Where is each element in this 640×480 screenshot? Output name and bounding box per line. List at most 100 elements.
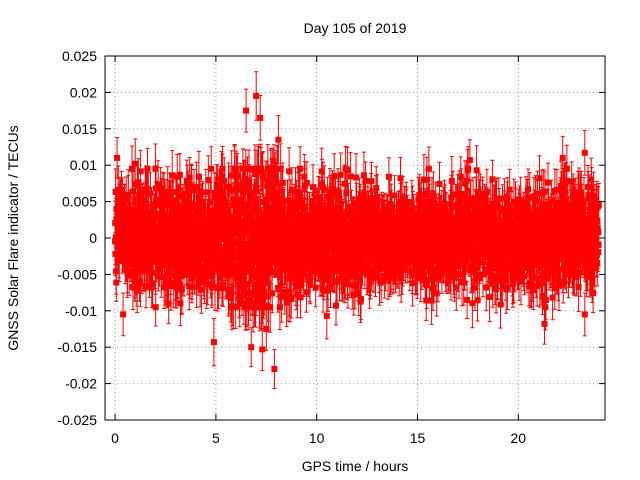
data-point [352, 282, 358, 289]
data-point [259, 346, 266, 353]
data-point [248, 344, 255, 351]
data-point [514, 262, 521, 269]
data-point [284, 226, 291, 233]
data-point [159, 246, 166, 253]
data-point [128, 248, 134, 255]
data-point [114, 249, 121, 255]
data-point [270, 165, 277, 172]
data-point [174, 211, 181, 218]
data-point [504, 211, 511, 217]
data-point [333, 302, 339, 309]
data-point [271, 253, 278, 260]
data-point [150, 231, 157, 238]
data-point [123, 259, 130, 265]
data-point [415, 196, 422, 203]
data-point [595, 249, 602, 256]
data-point [148, 284, 155, 291]
data-point [469, 300, 476, 307]
data-point [168, 272, 174, 279]
data-point [232, 268, 239, 275]
data-point [442, 206, 449, 213]
data-point [476, 259, 483, 266]
data-point [353, 174, 359, 181]
data-point [471, 261, 478, 268]
data-point [379, 249, 386, 256]
data-point [357, 256, 364, 263]
data-point [347, 173, 354, 180]
data-point [210, 252, 217, 259]
data-point [361, 251, 368, 258]
data-point [540, 213, 547, 220]
data-point [143, 221, 150, 228]
data-point [412, 261, 419, 268]
data-point [458, 190, 465, 197]
data-point [296, 189, 303, 196]
data-point [141, 267, 148, 273]
data-point [463, 177, 470, 184]
data-point [327, 245, 334, 252]
data-point [391, 192, 398, 199]
data-point [588, 184, 595, 191]
data-point [515, 236, 522, 243]
data-point [366, 280, 373, 287]
data-point [486, 214, 493, 221]
data-point [318, 249, 325, 256]
data-point [290, 276, 297, 283]
data-point [470, 195, 477, 202]
data-point [594, 224, 601, 231]
data-point [324, 193, 331, 200]
data-point [132, 275, 139, 282]
data-point [221, 177, 228, 184]
data-point [241, 258, 248, 265]
data-point [267, 304, 274, 311]
data-point [186, 174, 193, 181]
data-point [563, 165, 570, 172]
data-point [243, 261, 250, 268]
data-point [440, 248, 447, 255]
data-point [116, 257, 123, 264]
data-point [118, 235, 125, 242]
data-point [349, 258, 356, 265]
data-point [232, 237, 239, 244]
data-point [315, 237, 321, 244]
data-point [583, 245, 590, 252]
data-point [294, 277, 301, 284]
data-point [425, 199, 432, 206]
data-point [542, 201, 548, 208]
data-point [251, 197, 257, 204]
data-point [345, 203, 352, 210]
data-point [277, 267, 284, 274]
data-point [237, 228, 244, 234]
data-point [184, 237, 191, 244]
data-point [218, 252, 225, 259]
data-point [324, 263, 331, 270]
data-point [184, 267, 191, 274]
data-point [350, 291, 357, 298]
data-point [541, 237, 548, 244]
data-point [169, 202, 176, 209]
data-point [376, 266, 383, 273]
data-point [262, 176, 269, 183]
data-point [453, 284, 460, 291]
data-point [464, 187, 471, 194]
data-point [436, 180, 443, 187]
data-point [472, 255, 479, 262]
data-point [416, 209, 423, 216]
data-point [424, 244, 431, 251]
data-point [559, 199, 566, 206]
data-point [526, 223, 533, 230]
data-point [178, 233, 185, 239]
data-point [136, 241, 143, 247]
data-point [374, 206, 381, 213]
data-point [423, 297, 430, 304]
data-point [243, 107, 250, 114]
data-point [145, 212, 151, 219]
data-point [518, 278, 524, 285]
data-point [393, 256, 400, 263]
data-point [152, 304, 159, 311]
data-point [315, 220, 322, 227]
data-point [493, 285, 500, 292]
data-point [427, 251, 434, 258]
data-point [181, 227, 188, 234]
data-point [211, 265, 217, 272]
